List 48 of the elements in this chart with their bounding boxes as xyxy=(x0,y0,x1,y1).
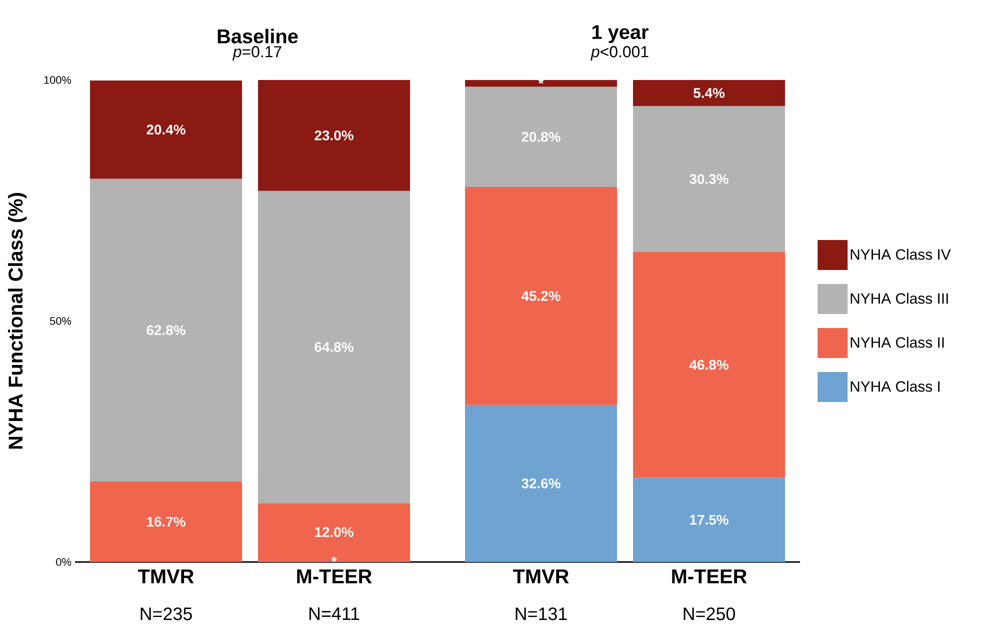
bar xyxy=(258,503,410,562)
data-label: 62.8% xyxy=(146,325,186,336)
x-tick-label: TMVR xyxy=(513,570,569,584)
legend-label: NYHA Class IV xyxy=(850,248,951,260)
bar xyxy=(258,80,410,191)
x-tick-label: M-TEER xyxy=(297,570,372,584)
text: N=235 xyxy=(140,607,192,620)
data-label: 5.4% xyxy=(694,88,725,98)
x-tick-label: M-TEER xyxy=(672,570,747,584)
bar xyxy=(633,80,786,106)
y-axis-title: NYHA Functional Class (%) xyxy=(8,193,27,449)
data-label: 45.2% xyxy=(521,290,560,301)
data-label: 16.7% xyxy=(147,516,186,527)
data-label: 12.0% xyxy=(315,527,354,538)
bar xyxy=(633,252,786,478)
y-tick-label: 0% xyxy=(56,558,72,566)
legend-label: NYHA Class II xyxy=(850,336,944,348)
bar xyxy=(633,478,786,562)
bar xyxy=(465,186,618,405)
data-label: 30.3% xyxy=(690,174,728,184)
bar xyxy=(465,404,618,562)
bar xyxy=(633,106,786,252)
chart-title: 1 year xyxy=(592,25,648,44)
bar xyxy=(90,80,242,179)
data-label: * xyxy=(331,556,337,562)
data-label: 46.8% xyxy=(689,360,728,370)
legend-label: NYHA Class III xyxy=(850,292,948,304)
data-label: 32.6% xyxy=(522,478,560,488)
bar xyxy=(90,481,242,562)
bar xyxy=(258,190,410,504)
data-label: 64.8% xyxy=(314,342,354,352)
bar xyxy=(90,178,242,482)
text: N=131 xyxy=(516,607,567,620)
data-label: 17.5% xyxy=(690,514,728,525)
bar xyxy=(465,80,618,87)
chart-subtitle: p=0.17 xyxy=(232,46,282,60)
data-label: 20.4% xyxy=(146,124,186,135)
y-tick-label: 50% xyxy=(50,317,72,325)
legend-label: NYHA Class I xyxy=(850,380,940,392)
chart-subtitle: p<0.001 xyxy=(590,46,648,60)
chart-title: Baseline xyxy=(218,28,298,44)
x-tick-label: TMVR xyxy=(138,570,194,584)
data-label: 23.0% xyxy=(314,130,354,140)
text: N=411 xyxy=(309,608,360,620)
bar xyxy=(465,86,618,187)
data-label: 20.8% xyxy=(522,132,560,142)
text: N=250 xyxy=(684,607,735,620)
y-tick-label: 100% xyxy=(44,76,72,84)
